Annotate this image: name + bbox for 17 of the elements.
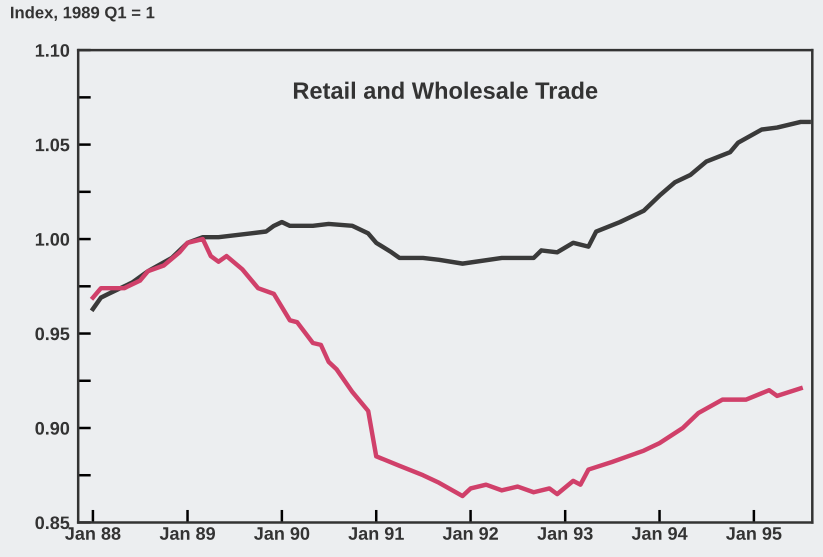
y-tick-label: 0.95 <box>35 327 70 340</box>
text: Retail and Wholesale Trade <box>294 82 598 99</box>
y-tick-label: 0.90 <box>35 422 70 435</box>
y-tick-label: 1.10 <box>36 44 70 57</box>
x-tick-label: Jan 93 <box>537 527 593 540</box>
x-tick-label: Jan 89 <box>160 527 215 540</box>
line-series <box>90 236 803 498</box>
x-tick-label: Jan 88 <box>65 527 120 540</box>
x-tick-label: Jan 95 <box>726 527 782 540</box>
x-tick-label: Jan 91 <box>348 527 404 540</box>
x-tick-label: Jan 92 <box>442 527 498 540</box>
y-tick-label: 1.00 <box>36 233 70 246</box>
x-tick-label: Jan 94 <box>632 527 688 540</box>
y-tick-label: 1.05 <box>36 138 70 152</box>
y-tick-label: 0.85 <box>35 516 70 530</box>
x-tick-label: Jan 90 <box>254 527 310 540</box>
y-axis-title: Index, 1989 Q1 = 1 <box>10 6 154 22</box>
